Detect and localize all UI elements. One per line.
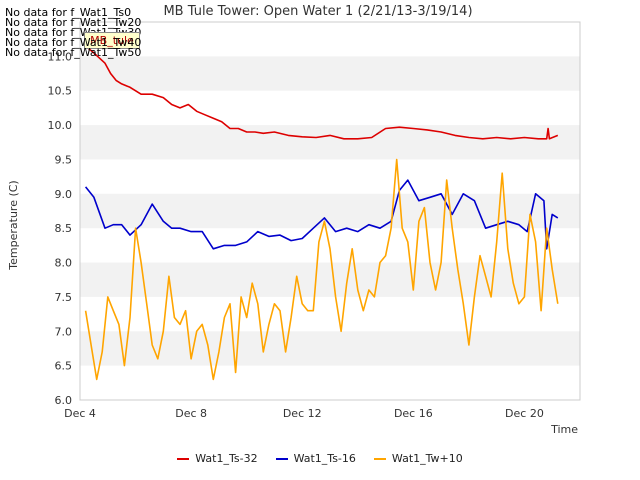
x-axis: Dec 4 Dec 8 Dec 12 Dec 16 Dec 20 — [64, 407, 544, 420]
legend: Wat1_Ts-32 Wat1_Ts-16 Wat1_Tw+10 — [0, 452, 640, 465]
background-band — [80, 56, 580, 91]
legend-swatch — [373, 457, 386, 460]
y-tick-label: 6.5 — [55, 360, 73, 373]
plot-background-bands — [80, 56, 580, 366]
series-line-wat1-tw-10 — [84, 158, 559, 381]
y-tick-label: 10.5 — [48, 85, 73, 98]
chart-title: MB Tule Tower: Open Water 1 (2/21/13-3/1… — [163, 4, 472, 19]
y-tick-label: 8.0 — [55, 257, 73, 270]
no-data-message: No data for f_Wat1_Tw50 — [5, 46, 142, 59]
background-band — [80, 331, 580, 366]
legend-label: Wat1_Tw+10 — [391, 452, 463, 465]
x-tick-label: Dec 4 — [64, 407, 96, 420]
y-tick-label: 11.0 — [48, 50, 73, 63]
y-tick-label: 10.0 — [48, 119, 73, 132]
legend-swatch — [177, 457, 190, 460]
legend-item: Wat1_Ts-32 — [177, 452, 258, 465]
legend-label: Wat1_Ts-32 — [195, 452, 258, 465]
y-tick-label: 7.5 — [55, 291, 73, 304]
y-tick-label: 9.5 — [55, 153, 73, 166]
x-tick-label: Dec 20 — [505, 407, 544, 420]
x-tick-label: Dec 12 — [283, 407, 322, 420]
series-lines — [84, 45, 559, 381]
no-data-message: No data for f_Wat1_Tw30 — [5, 26, 142, 39]
y-axis-label: Temperature (C) — [7, 180, 20, 270]
y-tick-label: 7.0 — [55, 325, 73, 338]
background-band — [80, 193, 580, 229]
y-tick-label: 6.0 — [55, 394, 73, 407]
no-data-message: No data for f_Wat1_Tw40 — [5, 36, 142, 49]
background-band — [80, 262, 580, 297]
legend-swatch — [275, 457, 288, 460]
x-tick-label: Dec 16 — [394, 407, 433, 420]
series-line-wat1-ts-32 — [85, 45, 559, 140]
x-tick-label: Dec 8 — [175, 407, 207, 420]
y-tick-label: 8.5 — [55, 222, 73, 235]
legend-item: Wat1_Ts-16 — [275, 452, 356, 465]
y-tick-label: 9.0 — [55, 188, 73, 201]
y-axis: 6.0 6.5 7.0 7.5 8.0 8.5 9.0 9.5 10.0 10.5 11.0 — [48, 50, 73, 407]
legend-item: Wat1_Tw+10 — [373, 452, 463, 465]
no-data-message: No data for f_Wat1_Tw20 — [5, 16, 142, 29]
plot-frame — [79, 21, 581, 401]
site-tag: MB_tule — [84, 32, 140, 49]
no-data-message: No data for f_Wat1_Ts0 — [5, 6, 132, 19]
background-band — [80, 125, 580, 160]
x-axis-label: Time — [550, 423, 578, 436]
legend-label: Wat1_Ts-16 — [293, 452, 356, 465]
